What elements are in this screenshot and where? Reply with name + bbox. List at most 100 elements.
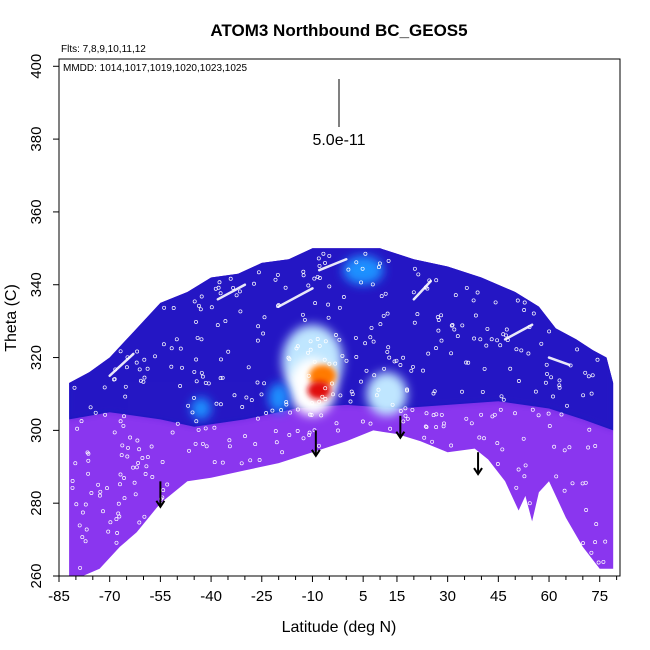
sample-point bbox=[70, 479, 75, 483]
sample-point bbox=[567, 445, 572, 450]
sample-point bbox=[436, 328, 441, 333]
sample-point bbox=[196, 427, 201, 432]
sample-point bbox=[137, 520, 142, 525]
sample-point bbox=[434, 425, 439, 430]
flights-note: Flts: 7,8,9,10,11,12 bbox=[61, 44, 146, 55]
sample-point bbox=[334, 333, 338, 337]
sample-point bbox=[115, 531, 120, 535]
sample-point bbox=[587, 427, 592, 432]
sample-point bbox=[370, 282, 375, 287]
sample-point bbox=[192, 369, 197, 374]
sample-point bbox=[218, 402, 223, 407]
sample-point bbox=[196, 303, 201, 308]
y-tick-label: 400 bbox=[28, 54, 45, 79]
sample-point bbox=[134, 360, 139, 365]
sample-point bbox=[469, 421, 474, 426]
sample-point bbox=[118, 472, 123, 477]
sample-point bbox=[527, 501, 532, 506]
sample-point bbox=[508, 366, 513, 371]
sample-point bbox=[142, 357, 147, 362]
sample-point bbox=[187, 448, 191, 453]
sample-point bbox=[86, 458, 91, 463]
y-axis-label: Theta (C) bbox=[3, 284, 20, 352]
sample-point bbox=[200, 374, 205, 379]
sample-point bbox=[226, 349, 231, 354]
sample-point bbox=[142, 514, 147, 519]
sample-point bbox=[295, 407, 300, 412]
sample-point bbox=[398, 409, 403, 413]
sample-point bbox=[412, 320, 417, 325]
x-tick-label: 30 bbox=[439, 588, 456, 605]
y-tick-label: 380 bbox=[28, 127, 45, 152]
sample-point bbox=[477, 435, 482, 440]
sample-point bbox=[219, 357, 223, 362]
sample-point bbox=[114, 540, 119, 545]
sample-point bbox=[170, 430, 175, 435]
sample-point bbox=[174, 337, 179, 342]
sample-point bbox=[326, 302, 331, 307]
sample-point bbox=[118, 349, 123, 354]
sample-point bbox=[200, 441, 205, 446]
x-tick-label: -55 bbox=[150, 588, 172, 605]
sample-point bbox=[112, 377, 116, 382]
sample-point bbox=[501, 397, 506, 402]
sample-point bbox=[526, 351, 531, 356]
sample-point bbox=[192, 395, 196, 400]
sample-point bbox=[516, 379, 521, 383]
band-transition bbox=[69, 248, 614, 431]
sample-point bbox=[346, 267, 351, 272]
flight-track bbox=[317, 257, 348, 272]
sample-point bbox=[460, 323, 465, 328]
sample-point bbox=[439, 313, 444, 318]
sample-point bbox=[319, 413, 324, 418]
sample-point bbox=[482, 366, 487, 371]
sample-point bbox=[545, 371, 549, 376]
sample-point bbox=[334, 421, 339, 426]
sample-point bbox=[333, 361, 338, 366]
sample-point bbox=[514, 347, 519, 352]
sample-point bbox=[301, 269, 306, 274]
sample-point bbox=[449, 323, 454, 328]
sample-point bbox=[554, 474, 559, 479]
sample-point bbox=[217, 280, 222, 285]
sample-point bbox=[239, 461, 244, 466]
sample-point bbox=[460, 389, 464, 394]
sample-point bbox=[331, 392, 335, 397]
sample-point bbox=[232, 393, 237, 398]
sample-point bbox=[119, 453, 124, 458]
sample-point bbox=[79, 419, 84, 424]
sample-point bbox=[485, 326, 490, 331]
arrow-head bbox=[473, 467, 483, 476]
sample-point bbox=[321, 251, 326, 256]
sample-point bbox=[495, 441, 500, 446]
sample-point bbox=[315, 337, 320, 341]
sample-point bbox=[193, 441, 198, 446]
sample-point bbox=[593, 540, 598, 545]
x-tick-label: 15 bbox=[389, 588, 406, 605]
sample-point bbox=[171, 306, 176, 310]
sample-point bbox=[416, 272, 421, 277]
sample-point bbox=[317, 276, 322, 280]
x-tick-label: -10 bbox=[302, 588, 324, 605]
sample-point bbox=[394, 358, 399, 363]
sample-point bbox=[308, 347, 313, 352]
arrow bbox=[155, 481, 166, 509]
sample-point bbox=[315, 274, 320, 279]
sample-point bbox=[317, 399, 322, 404]
sample-point bbox=[568, 363, 573, 368]
sample-point bbox=[405, 416, 410, 421]
sample-point bbox=[348, 399, 353, 404]
sample-point bbox=[415, 312, 420, 317]
sample-point bbox=[216, 285, 221, 290]
sample-point bbox=[422, 435, 427, 440]
arrow-head bbox=[155, 500, 166, 509]
sample-point bbox=[194, 319, 198, 324]
sample-point bbox=[547, 424, 552, 428]
x-tick-label: -40 bbox=[200, 588, 222, 605]
sample-point bbox=[519, 348, 524, 353]
sample-point bbox=[409, 368, 414, 373]
sample-point bbox=[317, 343, 322, 348]
sample-point bbox=[475, 290, 480, 295]
sample-point bbox=[307, 430, 312, 435]
sample-point bbox=[215, 323, 220, 328]
